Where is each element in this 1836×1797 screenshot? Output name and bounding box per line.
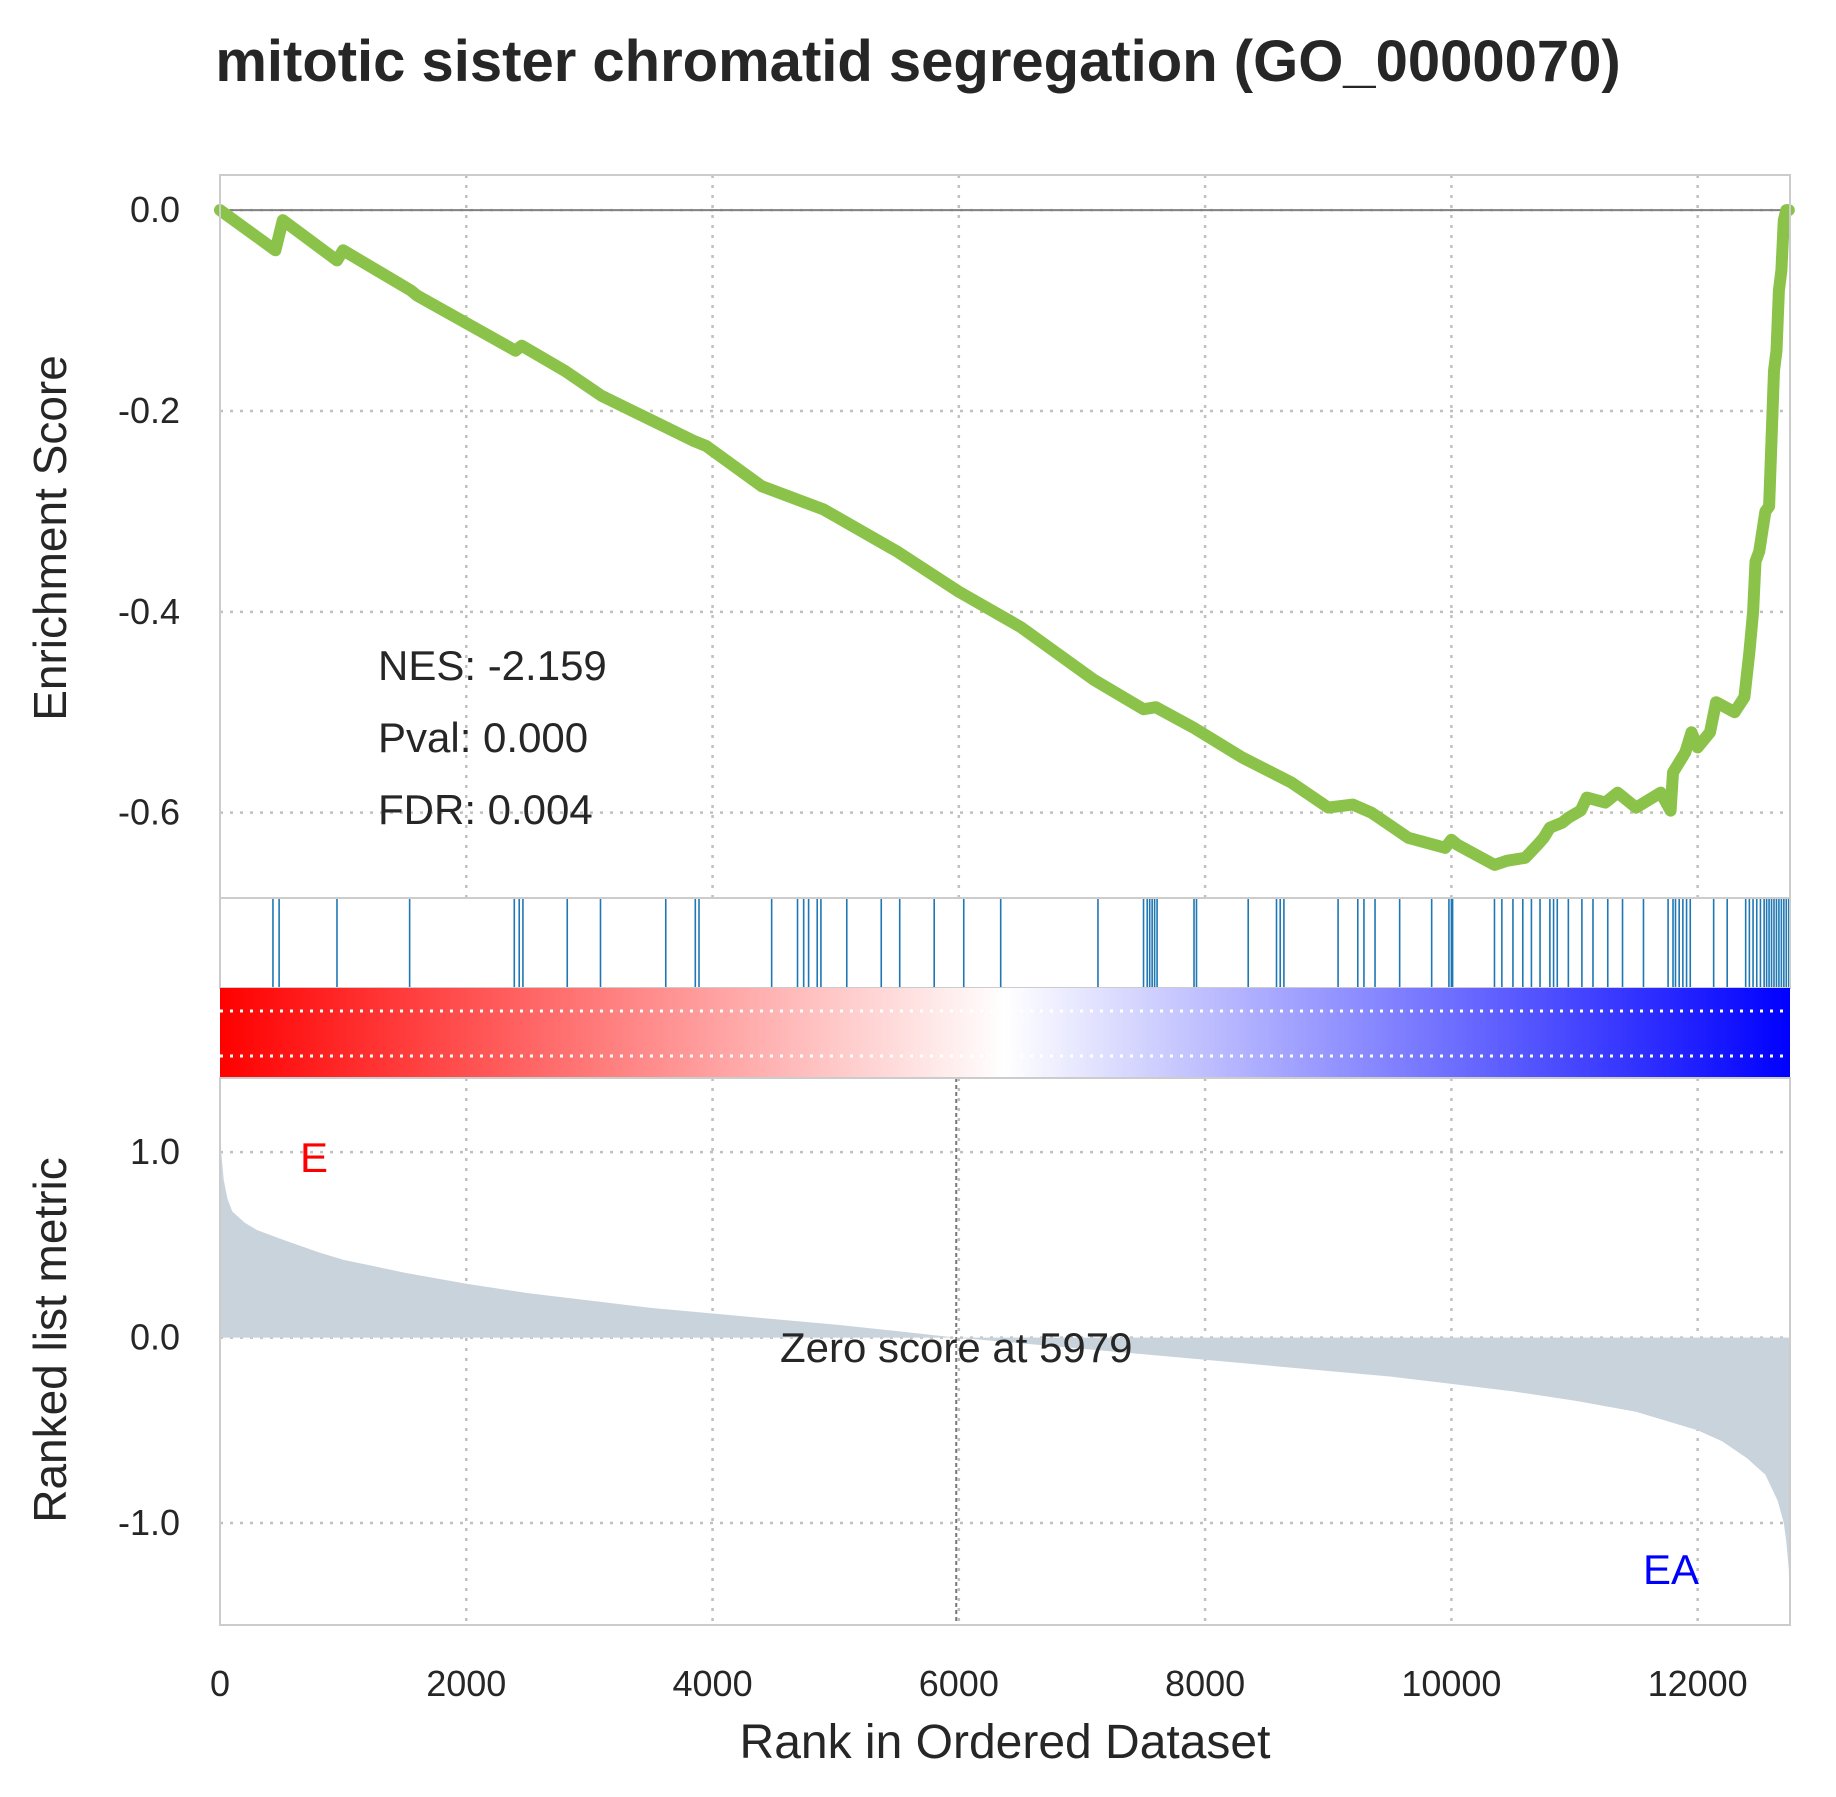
es-series-line <box>214 204 1795 871</box>
x-tick-label: 12000 <box>1648 1663 1748 1704</box>
rank-frame <box>219 1077 1791 1626</box>
zero-score-label: Zero score at 5979 <box>780 1324 1133 1371</box>
x-tick-label: 0 <box>210 1663 230 1704</box>
ranked-ylabel: Ranked list metric <box>24 1157 76 1523</box>
es-ytick-label: -0.4 <box>118 591 180 632</box>
enrichment-ylabel: Enrichment Score <box>24 355 76 721</box>
x-axis-label: Rank in Ordered Dataset <box>740 1716 1271 1769</box>
es-ytick-label: -0.6 <box>118 792 180 833</box>
gene-hits-panel <box>219 897 1791 989</box>
hits-frame <box>219 897 1791 989</box>
negative-phenotype-label: EA <box>1643 1546 1699 1593</box>
ranked-metric-panel: 1.0 0.0 -1.0 Zero score at 5979 E EA 0 2000 4000… <box>118 1077 1791 1704</box>
axis-labels: Enrichment Score Ranked list metric Rank… <box>24 355 1270 1769</box>
x-tick-label: 8000 <box>1165 1663 1245 1704</box>
rank-ytick-label: 0.0 <box>130 1317 180 1358</box>
es-ytick-label: -0.2 <box>118 390 180 431</box>
rank-ytick-label: -1.0 <box>118 1502 180 1543</box>
es-stat-label: FDR: 0.004 <box>378 786 593 833</box>
es-ytick-label: 0.0 <box>130 189 180 230</box>
x-tick-label: 6000 <box>919 1663 999 1704</box>
enrichment-score-panel: 0.0 -0.2 -0.4 -0.6 NES: -2.159 Pval: 0.000 FDR… <box>118 174 1795 899</box>
rank-heatmap <box>220 988 1790 1078</box>
rank-ytick-label: 1.0 <box>130 1131 180 1172</box>
es-stat-label: Pval: 0.000 <box>378 714 588 761</box>
x-tick-label: 10000 <box>1401 1663 1501 1704</box>
es-stat-label: NES: -2.159 <box>378 642 607 689</box>
chart-title: mitotic sister chromatid segregation (GO… <box>215 29 1621 94</box>
x-tick-label: 4000 <box>673 1663 753 1704</box>
x-tick-label: 2000 <box>426 1663 506 1704</box>
rank-heatmap-panel <box>220 988 1790 1078</box>
positive-phenotype-label: E <box>300 1134 328 1181</box>
ranked-metric-area <box>220 1105 1790 1625</box>
